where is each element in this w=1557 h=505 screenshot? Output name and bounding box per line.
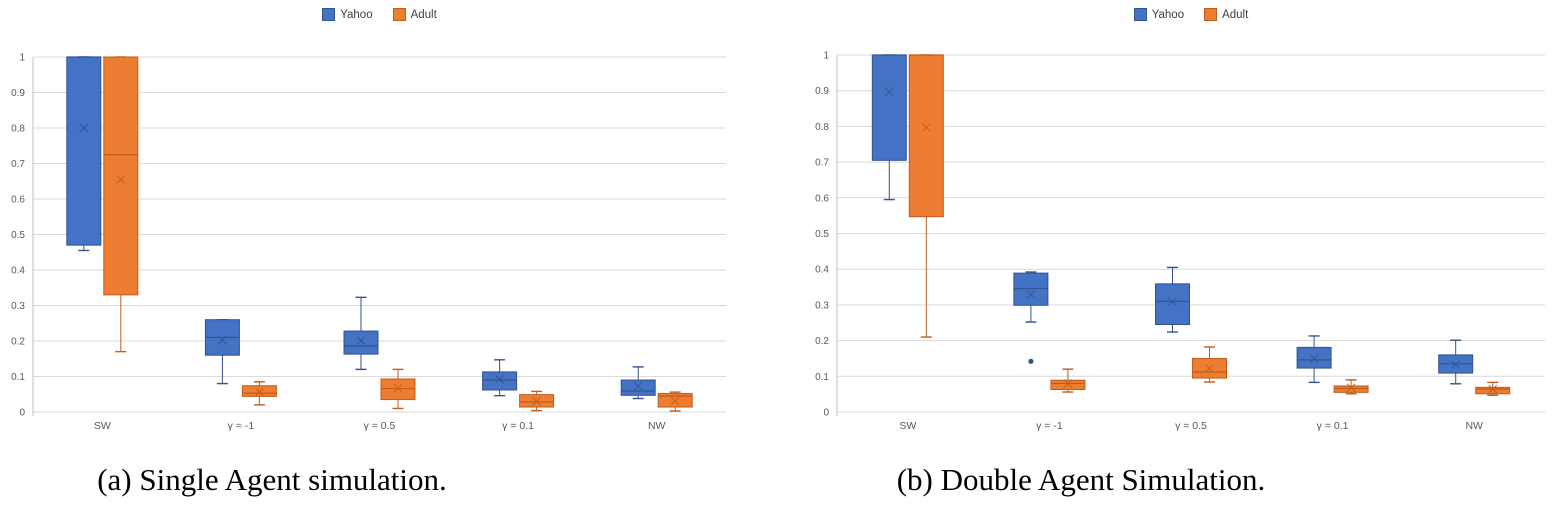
legend-item-yahoo: Yahoo: [1133, 8, 1185, 21]
y-tick-label: 0: [823, 408, 829, 419]
y-tick-label: 1: [823, 51, 829, 62]
legend-b: Yahoo Adult: [837, 8, 1545, 21]
box-γ = 0.1-adult: [519, 390, 555, 412]
legend-a: Yahoo Adult: [33, 8, 726, 21]
adult-swatch-icon: [392, 8, 406, 21]
legend-label-yahoo: Yahoo: [340, 8, 373, 21]
box-γ = -1-adult: [1050, 368, 1086, 393]
y-tick-label: 0.6: [815, 193, 829, 204]
y-tick-label: 0.7: [815, 158, 829, 169]
y-tick-label: 0.8: [11, 124, 25, 135]
legend-item-yahoo: Yahoo: [322, 8, 373, 21]
yahoo-swatch-icon: [1133, 8, 1147, 21]
y-tick-label: 0.3: [11, 301, 25, 312]
box-γ = -1-yahoo: [204, 319, 240, 385]
y-tick-label: 0: [19, 408, 25, 419]
y-tick-label: 0.2: [11, 337, 25, 348]
box-γ = 0.5-adult: [380, 368, 416, 410]
y-tick-label: 0.6: [11, 195, 25, 206]
y-tick-label: 0.4: [815, 265, 829, 276]
box-SW-yahoo: [871, 54, 907, 201]
y-tick-label: 0.1: [11, 372, 25, 383]
x-tick-label: γ = 0.5: [364, 420, 396, 432]
outlier-point: [1028, 358, 1034, 364]
box-plot-svg-a: 0 0.1 0.2 0.3 0.4 0.5 0.6 0.7 0.8 0.9 1 SW γ = -1 γ =…: [11, 53, 726, 432]
box-γ = -1-adult: [241, 381, 277, 406]
box-plot-svg-b: 0 0.1 0.2 0.3 0.4 0.5 0.6 0.7 0.8 0.9 1 SW γ = -1 γ =…: [815, 51, 1545, 432]
box-NW-yahoo: [1438, 339, 1474, 385]
gridlines: [33, 56, 726, 413]
y-tick-label: 0.9: [11, 88, 25, 99]
chart-b: Yahoo Adult 0 0.1 0.2 0.3 0.4 0.5 0.6 0.7 0.8 0.9…: [800, 0, 1557, 497]
box-NW-adult: [1475, 381, 1511, 396]
x-tick-label: SW: [899, 420, 916, 432]
x-tick-label: NW: [648, 420, 666, 432]
y-tick-label: 0.4: [11, 266, 25, 277]
legend-item-adult: Adult: [1204, 8, 1248, 21]
caption-b: (b) Double Agent Simulation.: [896, 462, 1266, 497]
y-tick-label: 1: [19, 53, 25, 64]
box-γ = 0.1-yahoo: [1296, 335, 1332, 384]
box-NW-adult: [657, 391, 693, 412]
y-tick-label: 0.3: [815, 300, 829, 311]
box-γ = 0.5-yahoo: [1155, 266, 1190, 333]
x-tick-label: γ = 0.1: [502, 420, 534, 432]
legend-label-adult: Adult: [1222, 8, 1249, 21]
x-tick-label: SW: [94, 420, 111, 432]
x-tick-label: γ = -1: [228, 420, 255, 432]
box-γ = 0.1-adult: [1333, 379, 1369, 395]
y-tick-label: 0.2: [815, 336, 829, 347]
box-γ = 0.1-yahoo: [482, 359, 518, 397]
y-tick-label: 0.5: [11, 230, 25, 241]
box-NW-yahoo: [620, 366, 656, 400]
y-tick-label: 0.8: [815, 122, 829, 133]
x-tick-label: γ = -1: [1036, 420, 1063, 432]
y-tick-label: 0.5: [815, 229, 829, 240]
chart-a: Yahoo Adult 0 0.1 0.2 0.3 0.4 0.5 0.6 0.7 0.8 0.9…: [0, 0, 745, 497]
gridlines: [837, 54, 1545, 413]
yahoo-swatch-icon: [322, 8, 336, 21]
box-γ = -1-yahoo: [1013, 271, 1049, 364]
legend-label-adult: Adult: [410, 8, 437, 21]
x-tick-label: NW: [1465, 420, 1483, 432]
box-γ = 0.5-yahoo: [343, 296, 379, 371]
y-tick-label: 0.1: [815, 372, 829, 383]
box-SW-adult: [908, 54, 944, 338]
caption-a: (a) Single Agent simulation.: [97, 462, 447, 497]
box-SW-adult: [103, 56, 139, 353]
box-γ = 0.5-adult: [1192, 346, 1227, 383]
box-SW-yahoo: [66, 56, 102, 252]
x-tick-label: γ = 0.5: [1175, 420, 1207, 432]
legend-item-adult: Adult: [392, 8, 437, 21]
y-tick-label: 0.7: [11, 159, 25, 170]
legend-label-yahoo: Yahoo: [1151, 8, 1185, 21]
y-tick-label: 0.9: [815, 86, 829, 97]
x-tick-label: γ = 0.1: [1317, 420, 1349, 432]
adult-swatch-icon: [1204, 8, 1218, 21]
